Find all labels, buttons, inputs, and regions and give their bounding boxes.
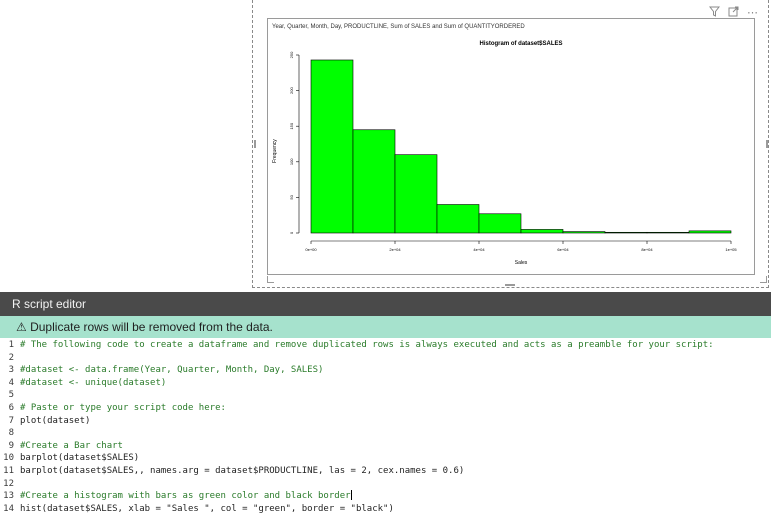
x-tick-label: 4e+04	[473, 247, 485, 252]
resize-handle-top-left[interactable]	[267, 18, 274, 25]
r-visual-frame[interactable]: ⋯ Year, Quarter, Month, Day, PRODUCTLINE…	[252, 0, 769, 288]
y-tick-label: 100	[289, 158, 294, 165]
histogram-bar	[688, 230, 732, 234]
histogram-bar	[562, 231, 606, 234]
x-tick-label: 1e+05	[725, 247, 737, 252]
filter-icon[interactable]	[708, 6, 721, 20]
duplicate-rows-warning: ⚠ Duplicate rows will be removed from th…	[0, 316, 771, 338]
histogram-bar	[646, 231, 690, 234]
chart-axes: 0e+00 2e+04 4e+04 6e+04 8e+04 1e+05 0 50 100 150 2…	[289, 51, 737, 252]
code-line[interactable]: 2	[0, 352, 771, 365]
code-line[interactable]: 3 #dataset <- data.frame(Year, Quarter, M…	[0, 364, 771, 377]
histogram-bar	[352, 129, 396, 234]
code-text[interactable]: # The following code to create a datafra…	[20, 340, 714, 350]
code-text[interactable]: plot(dataset)	[20, 415, 91, 426]
code-text[interactable]: hist(dataset$SALES, xlab = "Sales ", col…	[20, 503, 394, 514]
code-line[interactable]: 1 # The following code to create a datafr…	[0, 339, 771, 352]
warning-text: ⚠ Duplicate rows will be removed from th…	[16, 320, 273, 334]
y-axis-label: Frequency	[272, 139, 278, 163]
code-text[interactable]: #dataset <- data.frame(Year, Quarter, Mo…	[20, 365, 324, 376]
x-tick-label: 8e+04	[641, 247, 653, 252]
line-number: 9	[8, 440, 14, 451]
visual-fields-label: Year, Quarter, Month, Day, PRODUCTLINE, …	[272, 24, 525, 30]
line-number: 2	[8, 352, 14, 363]
code-line[interactable]: 4 #dataset <- unique(dataset)	[0, 377, 771, 390]
code-text[interactable]: #Create a Bar chart	[20, 440, 123, 451]
y-tick-label: 0	[289, 231, 294, 234]
histogram-bar	[310, 59, 354, 234]
line-number: 5	[8, 390, 14, 401]
code-line[interactable]: 11 barplot(dataset$SALES,, names.arg = da…	[0, 465, 771, 478]
code-text[interactable]: #Create a histogram with bars as green c…	[20, 491, 351, 502]
histogram-bar	[436, 204, 480, 234]
x-axis-label: Sales	[515, 260, 528, 266]
code-line[interactable]: 6 # Paste or type your script code here:	[0, 402, 771, 415]
code-text[interactable]: barplot(dataset$SALES,, names.arg = data…	[20, 465, 465, 476]
code-line[interactable]: 10 barplot(dataset$SALES)	[0, 452, 771, 465]
x-tick-label: 2e+04	[389, 247, 401, 252]
code-line[interactable]: 7 plot(dataset)	[0, 415, 771, 428]
x-tick-label: 6e+04	[557, 247, 569, 252]
y-tick-label: 150	[289, 122, 294, 129]
code-line[interactable]: 8	[0, 427, 771, 440]
line-number: 13	[3, 491, 14, 502]
line-number: 8	[8, 428, 14, 439]
code-editor[interactable]: 1 # The following code to create a datafr…	[0, 339, 771, 520]
resize-handle-left[interactable]	[254, 140, 256, 148]
visual-header-toolbar: ⋯	[708, 6, 758, 20]
r-script-editor-header: R script editor	[0, 292, 771, 316]
resize-handle-bottom[interactable]	[505, 284, 515, 286]
editor-title: R script editor	[12, 297, 87, 311]
histogram-bars	[310, 59, 732, 234]
chart-title: Histogram of dataset$SALES	[479, 41, 562, 47]
histogram-bar	[520, 229, 564, 234]
code-text[interactable]: #dataset <- unique(dataset)	[20, 377, 167, 388]
histogram-chart: Year, Quarter, Month, Day, PRODUCTLINE, …	[272, 24, 737, 266]
y-tick-label: 250	[289, 51, 294, 58]
histogram-bar	[478, 213, 522, 234]
line-number: 7	[8, 415, 14, 426]
y-tick-label: 200	[289, 86, 294, 93]
code-line[interactable]: 5	[0, 389, 771, 402]
resize-handle-bottom-left[interactable]	[267, 276, 274, 283]
line-number: 12	[3, 478, 14, 489]
line-number: 14	[3, 503, 14, 514]
code-text[interactable]: barplot(dataset$SALES)	[20, 453, 140, 464]
code-text[interactable]: # Paste or type your script code here:	[20, 402, 226, 413]
focus-mode-icon[interactable]	[728, 6, 739, 20]
code-line[interactable]: 14 hist(dataset$SALES, xlab = "Sales ", c…	[0, 503, 771, 516]
line-number: 10	[3, 453, 14, 464]
line-number: 4	[8, 377, 14, 388]
line-number: 11	[3, 465, 14, 476]
histogram-bar	[394, 154, 438, 234]
x-tick-label: 0e+00	[305, 247, 317, 252]
code-line[interactable]: 9 #Create a Bar chart	[0, 440, 771, 453]
code-line[interactable]: 13 #Create a histogram with bars as green…	[0, 490, 771, 503]
resize-handle-right[interactable]	[766, 140, 768, 148]
histogram-bar	[604, 231, 648, 234]
line-number: 3	[8, 365, 14, 376]
line-number: 6	[8, 402, 14, 413]
line-number: 1	[8, 340, 14, 350]
resize-handle-bottom-right[interactable]	[760, 276, 767, 283]
code-line[interactable]: 12	[0, 478, 771, 491]
r-plot-image: Year, Quarter, Month, Day, PRODUCTLINE, …	[267, 18, 755, 275]
y-tick-label: 50	[289, 194, 294, 199]
more-options-icon[interactable]: ⋯	[747, 7, 758, 19]
text-cursor	[350, 490, 352, 501]
